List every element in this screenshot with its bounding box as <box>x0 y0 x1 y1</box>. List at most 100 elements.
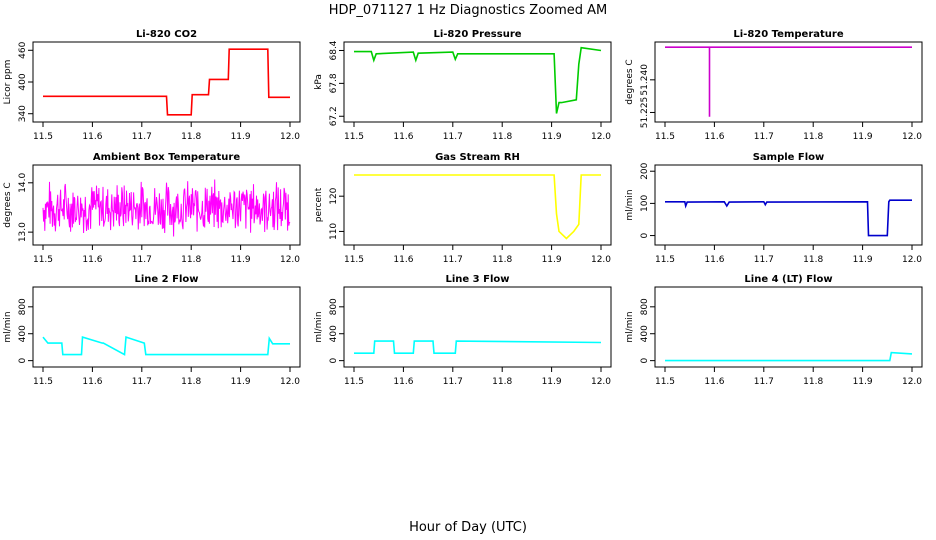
y-axis-label: degrees C <box>625 59 635 104</box>
panel-title: Line 4 (LT) Flow <box>744 274 832 285</box>
x-tick-label: 12.0 <box>280 255 300 265</box>
panel-title: Line 2 Flow <box>135 274 199 285</box>
x-tick-label: 11.7 <box>443 132 463 142</box>
x-tick-label: 11.9 <box>231 377 251 387</box>
x-tick-label: 11.9 <box>231 132 251 142</box>
figure-xlabel: Hour of Day (UTC) <box>409 520 527 535</box>
x-tick-label: 11.6 <box>393 377 413 387</box>
y-axis-label: degrees C <box>3 182 13 227</box>
x-tick-label: 12.0 <box>591 255 611 265</box>
y-tick-label: 67.2 <box>329 106 339 126</box>
y-tick-label: 460 <box>18 41 28 58</box>
panel-1: Li-820 CO2 11.5 11.6 11.7 11.8 11.9 12.0 340 400… <box>3 29 301 142</box>
panel-title: Gas Stream RH <box>435 152 520 163</box>
x-tick-label: 12.0 <box>902 377 922 387</box>
y-tick-label: 400 <box>18 325 28 342</box>
y-tick-label: 340 <box>18 105 28 122</box>
series-line-1 <box>354 46 602 114</box>
panel-7: Line 2 Flow 11.5 11.6 11.7 11.8 11.9 12.0 0 400 8… <box>3 274 301 387</box>
x-tick-label: 11.8 <box>492 132 512 142</box>
x-tick-label: 11.9 <box>853 132 873 142</box>
panel-title: Li-820 Temperature <box>733 29 843 40</box>
y-tick-label: 200 <box>640 162 650 179</box>
panel-title: Ambient Box Temperature <box>93 152 240 163</box>
y-tick-label: 51.240 <box>640 64 650 96</box>
y-tick-label: 800 <box>640 298 650 315</box>
panel-title: Li-820 Pressure <box>433 29 521 40</box>
y-tick-label: 110 <box>329 223 339 240</box>
x-tick-label: 11.8 <box>181 132 201 142</box>
x-tick-label: 11.8 <box>181 255 201 265</box>
x-tick-label: 11.9 <box>542 132 562 142</box>
y-axis-label: Licor ppm <box>3 60 13 105</box>
y-tick-label: 400 <box>640 325 650 342</box>
x-tick-label: 11.6 <box>704 255 724 265</box>
x-tick-label: 11.6 <box>82 377 102 387</box>
series-line-1 <box>665 199 912 237</box>
panel-2: Li-820 Pressure 11.5 11.6 11.7 11.8 11.9 12.0 6… <box>314 29 612 142</box>
y-tick-label: 120 <box>329 187 339 204</box>
y-axis-label: kPa <box>314 74 324 90</box>
y-axis-label: ml/min <box>625 311 635 342</box>
x-tick-label: 12.0 <box>591 132 611 142</box>
plot-frame <box>343 41 612 123</box>
x-tick-label: 11.7 <box>754 377 774 387</box>
x-tick-label: 11.9 <box>853 255 873 265</box>
plot-frame <box>343 286 612 368</box>
x-tick-label: 11.8 <box>492 377 512 387</box>
x-tick-label: 12.0 <box>591 377 611 387</box>
x-tick-label: 11.5 <box>655 132 675 142</box>
x-tick-label: 12.0 <box>280 132 300 142</box>
panel-9: Line 4 (LT) Flow 11.5 11.6 11.7 11.8 11.9 12.0… <box>625 274 923 387</box>
x-tick-label: 12.0 <box>902 255 922 265</box>
y-tick-label: 68.4 <box>329 40 339 60</box>
x-tick-label: 11.7 <box>443 377 463 387</box>
x-tick-label: 11.5 <box>655 255 675 265</box>
panel-4: Ambient Box Temperature 11.5 11.6 11.7 11.8 1… <box>3 152 301 265</box>
panel-8: Line 3 Flow 11.5 11.6 11.7 11.8 11.9 12.0 0 400 8… <box>314 274 612 387</box>
y-tick-label: 800 <box>329 298 339 315</box>
y-tick-label: 400 <box>329 325 339 342</box>
x-tick-label: 12.0 <box>280 377 300 387</box>
panel-6: Sample Flow 11.5 11.6 11.7 11.8 11.9 12.0 0 100 2… <box>625 152 923 265</box>
y-tick-label: 0 <box>329 358 339 364</box>
plot-frame <box>32 286 301 368</box>
y-tick-label: 400 <box>18 73 28 90</box>
figure-title: HDP_071127 1 Hz Diagnostics Zoomed AM <box>329 3 608 18</box>
panel-title: Sample Flow <box>753 152 825 163</box>
plot-frame <box>32 164 301 246</box>
x-tick-label: 11.9 <box>231 255 251 265</box>
y-tick-label: 51.225 <box>640 97 650 128</box>
series-line-1 <box>665 351 913 362</box>
y-tick-label: 67.8 <box>329 73 339 93</box>
y-tick-label: 100 <box>640 195 650 212</box>
x-tick-label: 11.7 <box>754 255 774 265</box>
series-line-1 <box>665 46 912 117</box>
x-tick-label: 11.5 <box>33 377 53 387</box>
x-tick-label: 11.7 <box>132 255 152 265</box>
y-axis-label: percent <box>314 187 324 222</box>
x-tick-label: 11.5 <box>344 255 364 265</box>
y-axis-label: ml/min <box>625 189 635 220</box>
x-tick-label: 11.9 <box>853 377 873 387</box>
plot-frame <box>654 164 923 246</box>
panels: Li-820 CO2 11.5 11.6 11.7 11.8 11.9 12.0 340 400… <box>3 29 923 387</box>
x-tick-label: 11.9 <box>542 255 562 265</box>
plot-frame <box>654 286 923 368</box>
panel-title: Li-820 CO2 <box>136 29 197 40</box>
x-tick-label: 11.8 <box>803 132 823 142</box>
x-tick-label: 11.6 <box>704 377 724 387</box>
y-tick-label: 0 <box>18 358 28 364</box>
x-tick-label: 11.7 <box>132 132 152 142</box>
series-line-1 <box>42 335 290 356</box>
panel-title: Line 3 Flow <box>446 274 510 285</box>
x-tick-label: 11.5 <box>344 132 364 142</box>
x-tick-label: 11.7 <box>443 255 463 265</box>
y-tick-label: 0 <box>640 232 650 238</box>
x-tick-label: 11.6 <box>393 255 413 265</box>
y-tick-label: 13.0 <box>18 222 28 242</box>
x-tick-label: 11.8 <box>181 377 201 387</box>
series-line-1 <box>354 174 601 240</box>
y-tick-label: 0 <box>640 358 650 364</box>
